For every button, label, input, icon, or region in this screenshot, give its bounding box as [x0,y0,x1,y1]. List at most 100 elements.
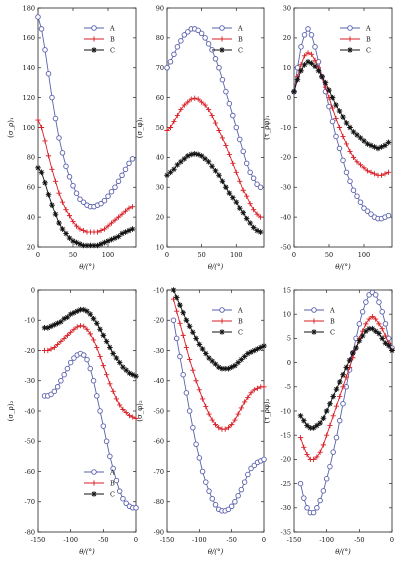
data-point-C [368,142,374,149]
data-point-B [63,207,69,213]
data-point-A [108,188,115,195]
data-point-A [228,503,235,510]
data-point-A [105,193,111,199]
plot-frame [166,289,265,533]
legend: ABC [212,24,243,54]
data-point-C [346,357,353,363]
data-point-B [174,112,180,119]
legend-marker-B [219,318,225,324]
y-tick-label: -80 [25,528,35,536]
x-tick-label: 0 [292,251,296,259]
data-point-A [181,32,188,38]
data-point-C [66,235,73,241]
data-point-B [257,214,264,220]
data-point-B [242,399,248,405]
series-C [41,306,139,380]
data-point-A [225,506,232,513]
data-point-A [298,44,304,50]
data-point-A [241,479,248,485]
data-point-C [340,371,346,378]
y-tick-label: 60 [27,184,35,192]
data-point-B [178,106,184,113]
data-point-B [333,115,339,122]
data-point-A [97,408,103,414]
data-point-B [105,223,111,229]
data-point-C [97,326,103,333]
data-point-C [171,166,177,173]
data-point-A [70,183,76,189]
data-point-B [222,426,228,432]
data-point-C [180,309,186,316]
data-point-B [225,425,232,431]
x-tick-label: 50 [198,251,206,259]
data-point-C [63,230,69,237]
series-C [291,58,392,152]
data-point-B [115,214,122,220]
data-point-C [359,333,366,339]
data-point-A [301,32,308,38]
y-tick-label: 40 [156,154,164,162]
data-point-B [364,168,371,174]
data-point-C [94,242,101,249]
data-point-B [126,412,133,419]
y-tick-label: 0 [287,94,291,102]
data-point-C [113,355,120,361]
data-point-C [307,425,314,431]
series-line-A [37,16,133,208]
data-point-A [101,197,108,204]
data-point-A [357,199,364,205]
data-point-A [116,488,123,494]
data-point-C [375,145,381,152]
data-point-A [363,299,369,305]
data-point-A [49,94,55,101]
data-point-A [66,174,73,180]
data-point-B [180,332,186,338]
data-point-C [178,159,184,165]
data-point-A [170,317,177,324]
data-point-C [108,236,115,243]
legend-marker-A [311,307,317,313]
data-point-C [67,311,74,317]
data-point-B [171,118,177,125]
data-point-B [64,332,70,338]
data-point-C [103,338,110,345]
data-point-C [382,340,389,347]
data-point-A [343,169,350,176]
legend-label-C: C [366,46,371,54]
y-tick-label: 10 [283,311,291,319]
data-point-C [206,355,212,361]
data-point-B [229,422,235,428]
data-point-A [317,497,323,504]
data-point-B [251,387,257,393]
x-axis-label: θ/(°) [335,263,351,271]
data-point-C [356,338,363,344]
data-point-B [202,102,208,108]
data-point-C [203,350,209,357]
data-point-B [232,417,238,423]
data-point-A [119,172,125,179]
data-point-B [376,321,382,327]
y-tick-label: 70 [156,64,164,72]
data-point-A [51,388,58,395]
data-point-B [190,367,196,373]
legend-marker-C [91,47,97,53]
data-point-C [38,169,45,176]
y-tick-label: -40 [25,407,35,415]
data-point-B [87,331,93,337]
data-point-C [186,323,193,330]
y-tick-label: 30 [283,4,291,12]
data-point-A [223,88,229,95]
data-point-C [52,211,59,217]
y-tick-label: 20 [283,34,291,42]
data-point-C [371,144,378,150]
data-point-A [230,112,236,119]
data-point-B [240,187,246,193]
data-point-C [354,132,360,138]
y-tick-label: -60 [25,468,35,476]
data-point-C [301,417,307,424]
data-point-B [347,148,353,154]
data-point-B [187,356,193,363]
data-point-B [80,227,87,234]
data-point-C [389,347,395,354]
data-point-B [247,201,253,207]
